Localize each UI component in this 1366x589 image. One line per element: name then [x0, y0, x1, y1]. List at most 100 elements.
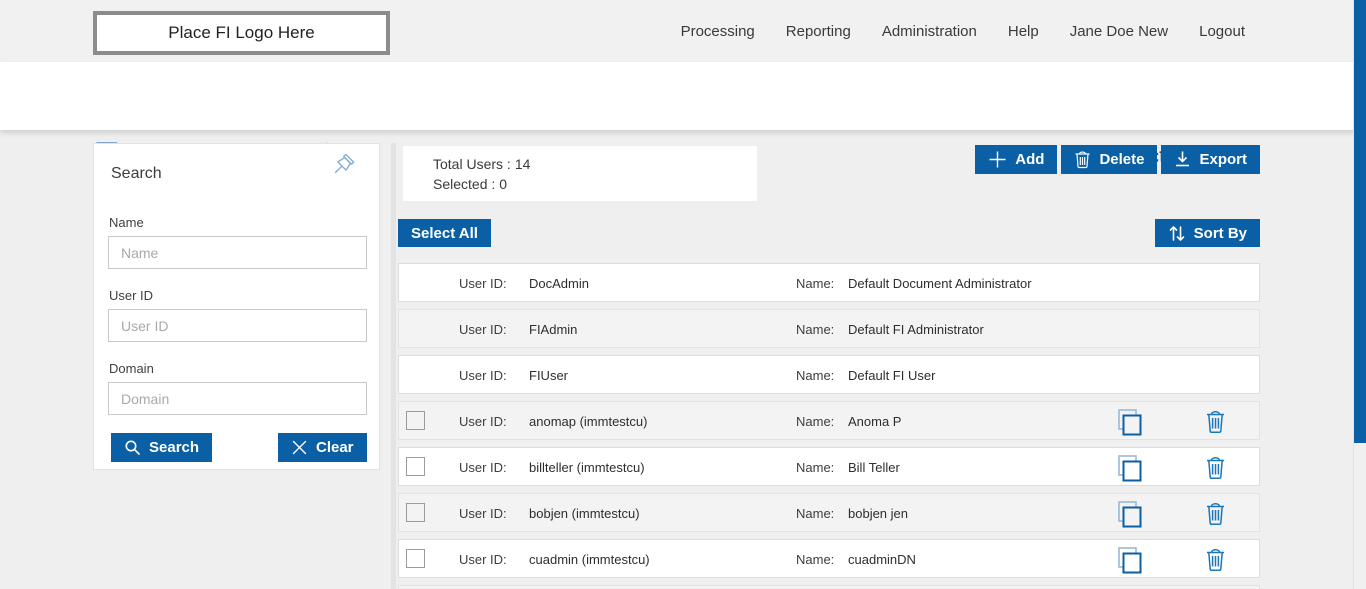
- delete-button-label: Delete: [1099, 151, 1145, 168]
- name-value: cuadminDN: [848, 552, 916, 567]
- selected-line: Selected :0: [433, 174, 757, 194]
- delete-user-icon[interactable]: [1204, 546, 1227, 578]
- delete-user-icon[interactable]: [1204, 408, 1227, 440]
- user-id-label: User ID:: [459, 460, 507, 475]
- user-id-value: DocAdmin: [529, 276, 589, 291]
- name-label: Name:: [796, 368, 835, 383]
- user-id-label: User ID:: [459, 322, 507, 337]
- nav-item-user-menu[interactable]: Jane Doe New: [1069, 22, 1169, 40]
- selected-label: Selected :: [433, 176, 496, 192]
- nav-item-logout[interactable]: Logout: [1199, 22, 1245, 40]
- row-checkbox[interactable]: [406, 457, 425, 476]
- clear-x-icon: [291, 439, 308, 456]
- total-users-line: Total Users :14: [433, 154, 757, 174]
- copy-user-icon[interactable]: [1116, 500, 1143, 533]
- name-value: Bill Teller: [848, 460, 900, 475]
- name-label: Name:: [796, 276, 835, 291]
- name-value: Anoma P: [848, 414, 902, 429]
- total-users-label: Total Users :: [433, 156, 511, 172]
- copy-user-icon[interactable]: [1116, 546, 1143, 579]
- clear-button[interactable]: Clear: [278, 433, 367, 462]
- user-row: User ID: FIAdmin Name: Default FI Admini…: [398, 309, 1260, 348]
- user-row: User ID: anomap (immtestcu) Name: Anoma …: [398, 401, 1260, 440]
- user-list: User ID: DocAdmin Name: Default Document…: [398, 263, 1260, 589]
- select-all-label: Select All: [411, 224, 478, 242]
- name-field-label: Name: [109, 215, 144, 230]
- row-checkbox[interactable]: [406, 549, 425, 568]
- search-button-label: Search: [149, 439, 200, 456]
- list-action-buttons: Add Delete: [975, 145, 1260, 174]
- user-row: User ID: DocAdmin Name: Default Document…: [398, 263, 1260, 302]
- pin-icon[interactable]: [329, 153, 357, 187]
- sort-arrows-icon: [1168, 224, 1186, 243]
- name-label: Name:: [796, 414, 835, 429]
- selected-value: 0: [499, 176, 508, 192]
- search-button[interactable]: Search: [111, 433, 213, 462]
- export-button-label: Export: [1199, 151, 1247, 168]
- user-row: User ID: FIUser Name: Default FI User: [398, 355, 1260, 394]
- search-panel-title: Search: [111, 165, 162, 182]
- user-id-value: FIAdmin: [529, 322, 578, 337]
- domain-field-label: Domain: [109, 361, 154, 376]
- user-id-field-label: User ID: [109, 288, 154, 303]
- name-value: Default FI Administrator: [848, 322, 984, 337]
- user-id-value: bobjen (immtestcu): [529, 506, 640, 521]
- name-value: Default Document Administrator: [848, 276, 1032, 291]
- name-value: bobjen jen: [848, 506, 908, 521]
- fi-logo-placeholder: Place FI Logo Here: [93, 11, 390, 55]
- total-users-value: 14: [514, 156, 531, 172]
- download-icon: [1174, 150, 1191, 169]
- user-row: User ID: billteller (immtestcu) Name: Bi…: [398, 447, 1260, 486]
- content-divider: [391, 143, 396, 589]
- user-id-value: billteller (immtestcu): [529, 460, 645, 475]
- user-id-value: anomap (immtestcu): [529, 414, 648, 429]
- user-row: [398, 585, 1260, 589]
- add-button[interactable]: Add: [975, 145, 1058, 174]
- delete-user-icon[interactable]: [1204, 500, 1227, 532]
- user-row: User ID: bobjen (immtestcu) Name: bobjen…: [398, 493, 1260, 532]
- export-button[interactable]: Export: [1161, 145, 1260, 174]
- clear-button-label: Clear: [316, 439, 354, 456]
- name-label: Name:: [796, 552, 835, 567]
- row-checkbox[interactable]: [406, 411, 425, 430]
- user-id-label: User ID:: [459, 552, 507, 567]
- nav-item-processing[interactable]: Processing: [680, 22, 755, 40]
- name-input[interactable]: [108, 236, 367, 269]
- user-id-input[interactable]: [108, 309, 367, 342]
- row-checkbox[interactable]: [406, 503, 425, 522]
- name-label: Name:: [796, 506, 835, 521]
- plus-icon: [988, 150, 1007, 169]
- user-id-value: cuadmin (immtestcu): [529, 552, 650, 567]
- select-all-button[interactable]: Select All: [398, 219, 491, 247]
- fi-logo-text: Place FI Logo Here: [168, 23, 315, 42]
- user-id-value: FIUser: [529, 368, 568, 383]
- nav-item-help[interactable]: Help: [1007, 22, 1039, 40]
- name-label: Name:: [796, 460, 835, 475]
- user-id-label: User ID:: [459, 506, 507, 521]
- sort-by-label: Sort By: [1193, 224, 1247, 242]
- user-row: User ID: cuadmin (immtestcu) Name: cuadm…: [398, 539, 1260, 578]
- search-panel: Search Name User ID Domain Se: [93, 143, 380, 470]
- user-id-label: User ID:: [459, 414, 507, 429]
- page-header-band: User Maintenance i Kinective Sign: [0, 62, 1366, 177]
- domain-input[interactable]: [108, 382, 367, 415]
- name-label: Name:: [796, 322, 835, 337]
- add-button-label: Add: [1015, 151, 1045, 168]
- user-id-label: User ID:: [459, 276, 507, 291]
- scrollbar-thumb[interactable]: [1354, 0, 1366, 443]
- page-scrollbar[interactable]: [1353, 0, 1366, 589]
- nav-item-reporting[interactable]: Reporting: [785, 22, 851, 40]
- copy-user-icon[interactable]: [1116, 454, 1143, 487]
- nav-item-administration[interactable]: Administration: [881, 22, 977, 40]
- user-id-label: User ID:: [459, 368, 507, 383]
- top-navigation: Processing Reporting Administration Help…: [681, 0, 1245, 62]
- trash-icon: [1074, 150, 1091, 169]
- name-value: Default FI User: [848, 368, 936, 383]
- copy-user-icon[interactable]: [1116, 408, 1143, 441]
- summary-box: Total Users :14 Selected :0: [403, 146, 757, 201]
- search-icon: [124, 439, 141, 456]
- delete-user-icon[interactable]: [1204, 454, 1227, 486]
- sort-by-button[interactable]: Sort By: [1154, 219, 1260, 247]
- delete-button[interactable]: Delete: [1061, 145, 1158, 174]
